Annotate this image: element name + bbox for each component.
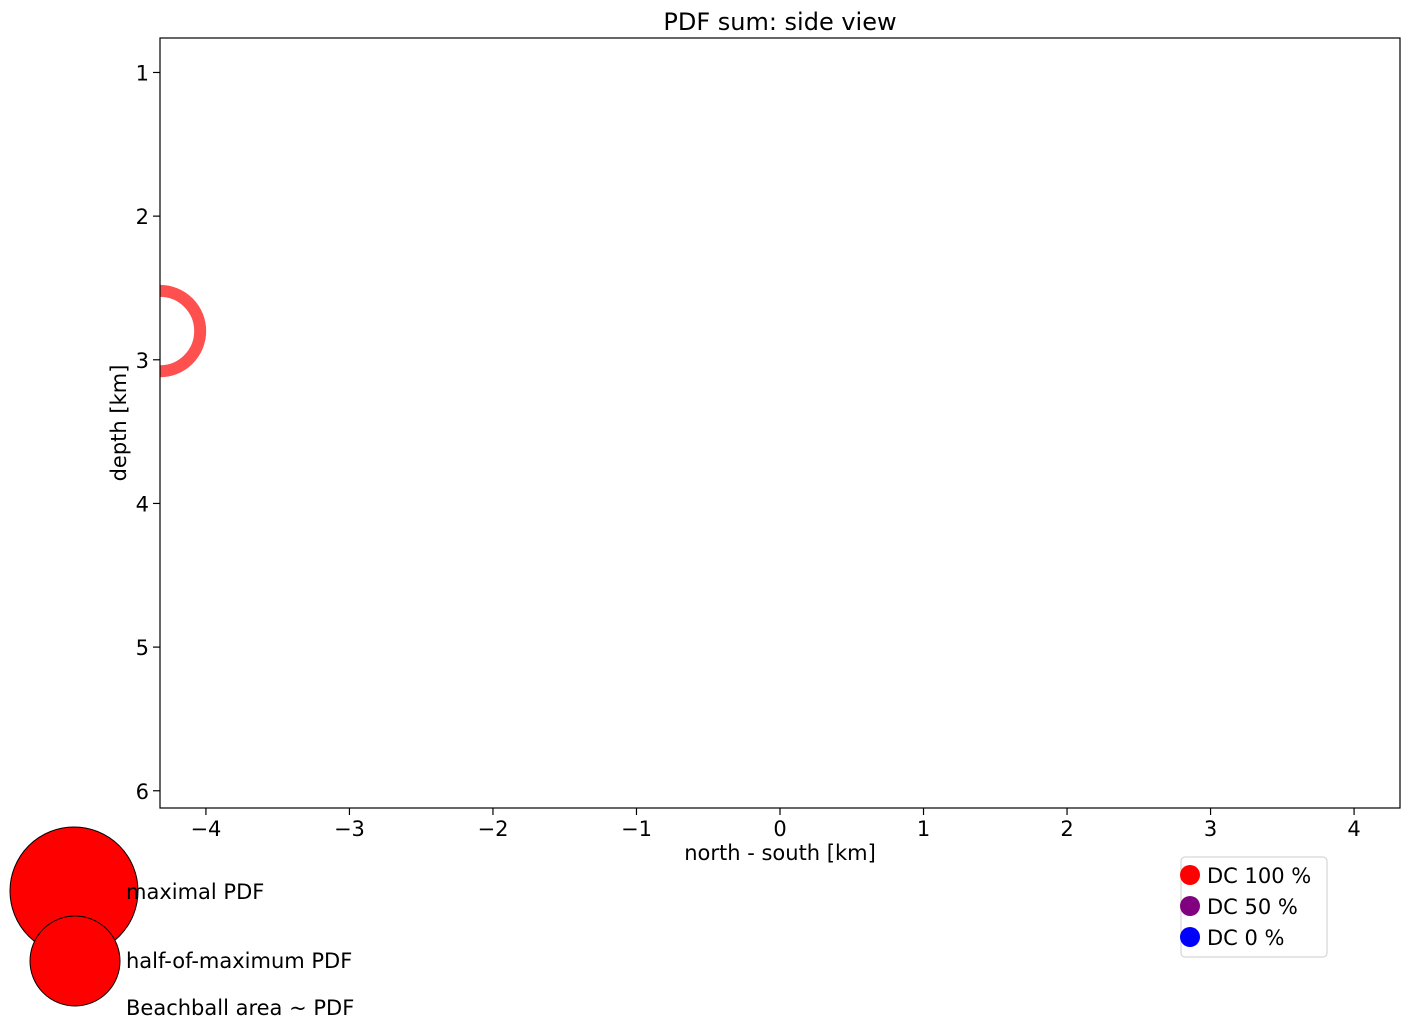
legend-dc100-marker <box>1180 865 1200 885</box>
legend-dc50-label: DC 50 % <box>1207 895 1298 919</box>
x-tick-label: 2 <box>1060 817 1073 841</box>
y-tick-label: 5 <box>136 636 149 660</box>
legend-dc0-marker <box>1180 927 1200 947</box>
x-tick-label: −1 <box>621 817 652 841</box>
y-tick-label: 4 <box>136 492 149 516</box>
x-tick-label: 4 <box>1347 817 1360 841</box>
x-tick-label: 3 <box>1204 817 1217 841</box>
legend-dc0-label: DC 0 % <box>1207 926 1285 950</box>
size-legend-max-label: maximal PDF <box>126 880 264 904</box>
size-legend-note: Beachball area ~ PDF <box>126 996 354 1020</box>
y-tick-label: 2 <box>136 205 149 229</box>
chart-title: PDF sum: side view <box>663 8 896 36</box>
x-tick-label: −3 <box>334 817 365 841</box>
color-legend: DC 100 % DC 50 % DC 0 % <box>1180 856 1328 958</box>
y-tick-label: 3 <box>136 349 149 373</box>
legend-dc100-label: DC 100 % <box>1207 864 1311 888</box>
size-legend-half-marker <box>29 915 121 1007</box>
plot-area <box>160 38 1400 808</box>
x-tick-label: −2 <box>477 817 508 841</box>
x-axis-label: north - south [km] <box>684 841 876 865</box>
size-legend: maximal PDF half-of-maximum PDF Beachbal… <box>9 826 354 1020</box>
size-legend-half-label: half-of-maximum PDF <box>126 949 352 973</box>
y-axis-label: depth [km] <box>107 365 131 482</box>
x-tick-label: −4 <box>190 817 221 841</box>
x-axis: −4 −3 −2 −1 0 1 2 3 4 <box>190 808 1361 841</box>
x-tick-label: 1 <box>917 817 930 841</box>
y-tick-label: 6 <box>136 780 149 804</box>
y-tick-label: 1 <box>136 61 149 85</box>
legend-dc50-marker <box>1180 896 1200 916</box>
y-axis: 1 2 3 4 5 6 <box>136 61 160 804</box>
x-tick-label: 0 <box>773 817 786 841</box>
